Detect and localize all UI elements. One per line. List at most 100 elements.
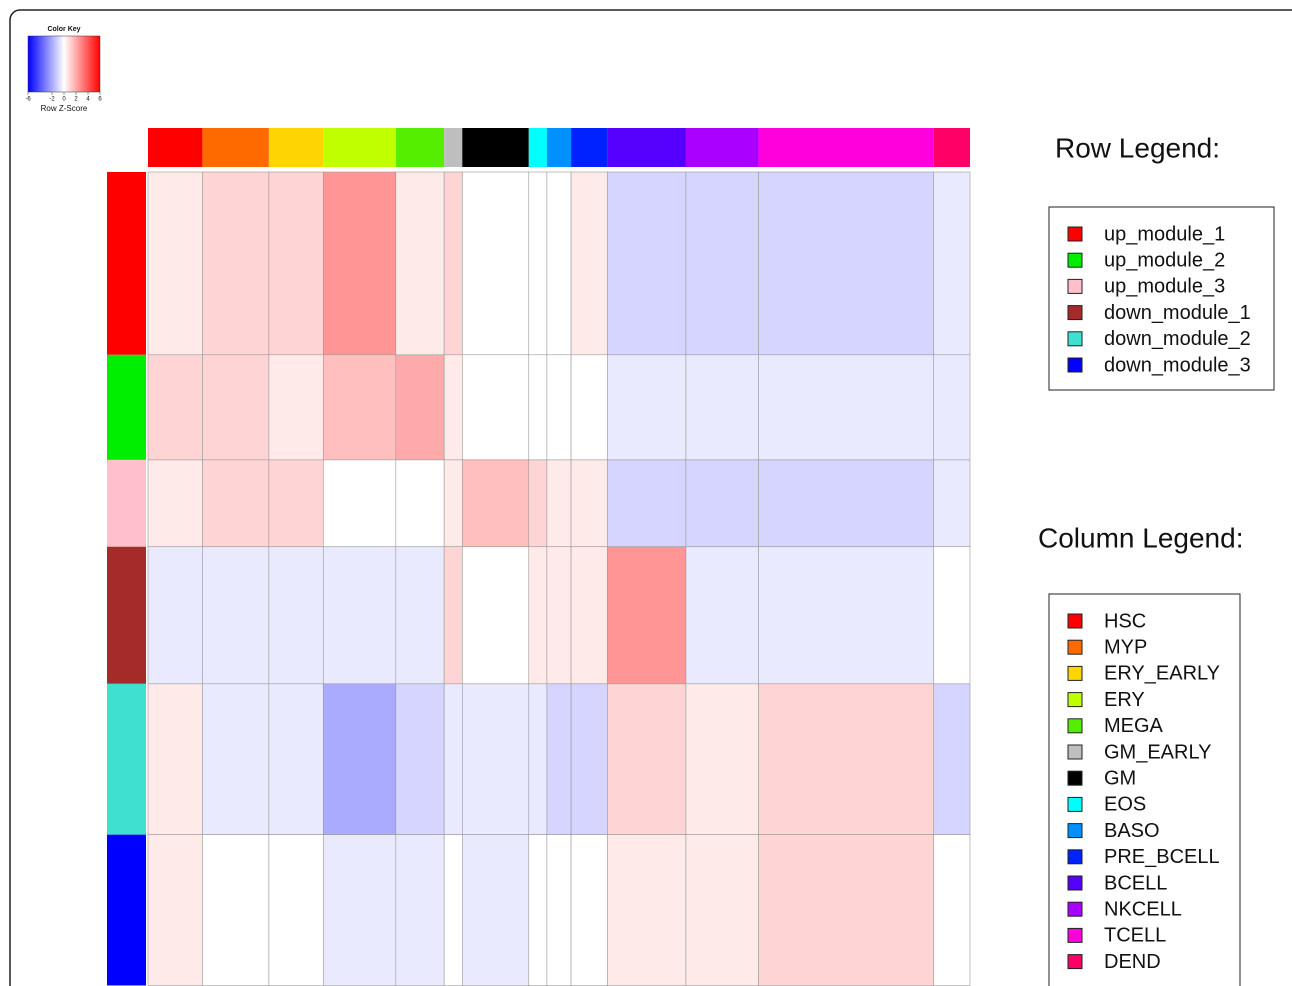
column-group-bar [607, 128, 686, 167]
color-key [27, 35, 101, 93]
legend-swatch [1067, 252, 1083, 268]
legend-swatch [1067, 639, 1083, 655]
heatmap-block [546, 171, 572, 356]
heatmap-block [322, 834, 397, 986]
legend-swatch [1067, 226, 1083, 242]
column-group-bar [758, 128, 934, 167]
column-group-bar [202, 128, 269, 167]
heatmap-block [607, 459, 687, 548]
heatmap-block [528, 354, 548, 461]
z-tick-label: 0 [62, 97, 66, 103]
legend-swatch [1067, 692, 1083, 708]
heatmap-block [685, 546, 759, 685]
heatmap-block [268, 546, 324, 685]
row-group-bar [107, 354, 146, 460]
heatmap-block [546, 546, 572, 685]
heatmap-block [443, 459, 463, 548]
heatmap-block [461, 683, 530, 835]
heatmap-block [395, 354, 445, 461]
legend-swatch [1067, 849, 1083, 865]
heatmap-block [147, 354, 203, 461]
heatmap-block [202, 546, 270, 685]
heatmap-block [685, 683, 759, 835]
heatmap-block [443, 546, 463, 685]
heatmap-block [528, 546, 548, 685]
heatmap-block [395, 459, 445, 548]
heatmap-block [443, 171, 463, 356]
heatmap-block [607, 546, 687, 685]
legend-label: down_module_1 [1104, 302, 1251, 324]
heatmap-block [395, 546, 445, 685]
heatmap-block [933, 546, 971, 685]
legend-swatch [1067, 875, 1083, 891]
heatmap-block [685, 834, 759, 986]
heatmap-block [147, 546, 203, 685]
heatmap-block [546, 459, 572, 548]
heatmap-block [461, 171, 530, 356]
column-group-bar [528, 128, 547, 167]
column-group-bar [546, 128, 572, 167]
heatmap-block [528, 459, 548, 548]
heatmap-block [443, 834, 463, 986]
z-tick-label: 2 [74, 97, 78, 103]
z-tick-label: 4 [86, 97, 90, 103]
column-legend-box [1048, 593, 1241, 986]
heatmap-block [443, 683, 463, 835]
heatmap-block [395, 683, 445, 835]
heatmap-block [933, 683, 971, 835]
heatmap-block [202, 354, 270, 461]
legend-label: EOS [1104, 794, 1146, 816]
column-group-bar [268, 128, 324, 167]
heatmap-block [322, 171, 397, 356]
legend-label: BCELL [1104, 872, 1167, 894]
legend-label: down_module_3 [1104, 354, 1251, 376]
heatmap-block [758, 459, 935, 548]
heatmap-block [570, 683, 608, 835]
color-key-title: Color Key [47, 26, 80, 33]
z-tick-label: -2 [49, 97, 55, 103]
column-group-bar [395, 128, 445, 167]
heatmap-block [570, 459, 608, 548]
heatmap-block [461, 834, 530, 986]
legend-label: TCELL [1104, 925, 1166, 947]
heatmap-block [322, 459, 397, 548]
heatmap-block [758, 171, 935, 356]
heatmap-block [268, 834, 324, 986]
legend-swatch [1067, 718, 1083, 734]
legend-swatch [1067, 796, 1083, 812]
heatmap-block [528, 834, 548, 986]
column-group-bar [571, 128, 608, 167]
legend-label: ERY_EARLY [1104, 663, 1220, 685]
heatmap-block [758, 354, 935, 461]
heatmap-block [933, 171, 971, 356]
heatmap-block [933, 354, 971, 461]
heatmap-block [546, 683, 572, 835]
heatmap-block [607, 683, 687, 835]
legend-label: GM_EARLY [1104, 741, 1211, 763]
column-group-bar [148, 128, 203, 167]
heatmap-block [607, 354, 687, 461]
legend-swatch [1067, 901, 1083, 917]
legend-swatch [1067, 357, 1083, 373]
heatmap-block [570, 546, 608, 685]
heatmap-block [607, 171, 687, 356]
legend-swatch [1067, 927, 1083, 943]
heatmap-block [147, 459, 203, 548]
heatmap-block [147, 834, 203, 986]
heatmap-block [202, 683, 270, 835]
row-legend-title: Row Legend: [1055, 132, 1220, 163]
heatmap-block [546, 354, 572, 461]
heatmap-block [607, 834, 687, 986]
legend-label: MEGA [1104, 715, 1164, 737]
heatmap-block [322, 546, 397, 685]
heatmap-block [933, 459, 971, 548]
row-group-bar [107, 172, 146, 355]
heatmap-block [758, 683, 935, 835]
heatmap-block [395, 171, 445, 356]
heatmap-block [322, 683, 397, 835]
z-tick-label: -6 [25, 97, 31, 103]
heatmap-block [546, 834, 572, 986]
heatmap-block [758, 546, 935, 685]
heatmap-block [570, 171, 608, 356]
heatmap-block [758, 834, 935, 986]
